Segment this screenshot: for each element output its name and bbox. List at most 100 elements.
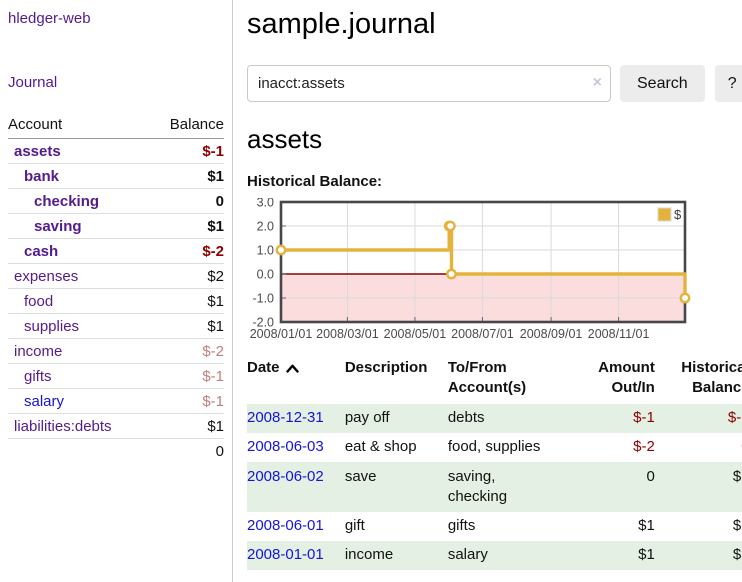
transaction-accounts: debts [447,409,485,426]
accounts-total-value: 0 [215,443,224,460]
legend-swatch [657,207,672,222]
sort-ascending-icon [285,364,299,373]
account-balance: $1 [149,163,224,189]
transaction-date-link[interactable]: 2008-12-31 [247,409,324,426]
account-row: gifts $-1 [8,363,224,389]
account-balance: $-2 [149,338,224,364]
account-balance: $-1 [149,388,224,414]
y-axis-tick-label: -2.0 [252,316,274,330]
register-header-description: Description [344,359,428,376]
page-title: sample.journal [247,8,436,40]
register-row: 2008-06-02 save saving, checking 0 $2 [247,462,742,512]
search-form: × Search ? [247,65,742,102]
register-row: 2008-12-31 pay off debts $-1 $-1 [247,403,742,433]
account-link[interactable]: gifts [24,367,52,385]
search-input[interactable] [247,65,611,102]
data-point-marker [446,268,457,280]
register-header-balance: Historical Balance [681,359,742,397]
accounts-total-row: 0 [8,439,224,464]
account-balance: $2 [149,263,224,289]
account-balance: $1 [149,313,224,339]
register-row: 2008-06-01 gift gifts $1 $2 [247,512,742,541]
account-balance: 0 [149,188,224,214]
transaction-description: income [344,546,394,564]
account-link[interactable]: cash [24,242,59,260]
y-axis-tick-label: 3.0 [257,198,274,210]
transaction-balance: $2 [732,467,742,485]
transaction-amount: $-2 [633,438,655,456]
main-content: sample.journal × Search ? assets Histori… [233,0,742,582]
account-link[interactable]: checking [34,192,100,210]
transaction-date-link[interactable]: 2008-01-01 [247,546,324,564]
account-row: cash $-2 [8,238,224,264]
register-header-amount: Amount Out/In [598,359,655,397]
account-row: expenses $2 [8,263,224,289]
y-axis-tick-label: 1.0 [257,244,274,258]
transaction-balance: $2 [732,517,742,534]
y-axis-tick-label: 0.0 [257,268,274,282]
clear-search-icon[interactable]: × [592,74,602,91]
account-balance: $1 [149,213,224,239]
transaction-accounts: gifts [447,517,476,534]
transaction-description: pay off [344,409,390,426]
x-axis-tick-label: 2008/01/01 [250,327,313,341]
x-axis-tick-label: 2008/09/01 [520,327,583,341]
account-row: checking 0 [8,188,224,214]
transaction-balance: $-1 [727,409,742,426]
transaction-date-link[interactable]: 2008-06-02 [247,467,324,485]
transaction-balance: $1 [732,546,742,564]
sidebar-item-journal[interactable]: Journal [8,74,58,91]
account-link[interactable]: saving [34,217,82,235]
transaction-description: save [344,467,377,485]
account-link[interactable]: salary [24,392,65,410]
chart-container: $3.0 2.0 1.0 0.0 -1.0 -2.0 2008/01/01 2008/03/0… [247,198,742,344]
x-axis-tick-label: 2008/05/01 [384,327,447,341]
account-row: supplies $1 [8,313,224,339]
transaction-date-link[interactable]: 2008-06-01 [247,517,324,534]
legend-label: $ [674,207,682,222]
account-row: bank $1 [8,163,224,189]
transaction-accounts: food, supplies [447,438,541,456]
register-header-accounts: To/From Account(s) [447,359,527,397]
transaction-date-link[interactable]: 2008-06-03 [247,438,324,456]
account-balance: $-1 [149,138,224,164]
account-link[interactable]: bank [24,167,60,185]
accounts-header-account: Account [8,113,150,139]
account-balance: $-2 [149,238,224,264]
account-row: saving $1 [8,213,224,239]
transaction-accounts: saving, checking [447,467,508,505]
account-link[interactable]: expenses [14,267,79,285]
help-button[interactable]: ? [714,65,742,102]
transaction-balance: 0 [655,433,742,462]
y-axis-tick-label: -1.0 [252,292,274,306]
account-link[interactable]: liabilities:debts [14,417,112,435]
account-row: salary $-1 [8,388,224,414]
register-table: Date Description To/From Account(s) Amou… [247,356,742,570]
data-point-marker [679,292,691,304]
account-row: food $1 [8,288,224,314]
transaction-description: gift [344,517,365,534]
account-link[interactable]: assets [14,142,61,160]
transaction-amount: $-1 [633,409,655,426]
account-link[interactable]: food [24,292,54,310]
x-axis-tick-label: 2008/07/01 [451,327,514,341]
account-heading: assets [247,124,323,154]
register-row: 2008-06-03 eat & shop food, supplies $-20 [247,433,742,462]
account-link[interactable]: income [14,342,63,360]
account-link[interactable]: supplies [24,317,80,335]
account-balance: $-1 [149,363,224,389]
data-point-marker [444,220,456,232]
app-brand-link[interactable]: hledger-web [8,10,91,27]
y-axis-tick-label: 2.0 [257,220,274,234]
register-table-body: 2008-12-31 pay off debts $-1 $-1 2008-06-03 ea… [247,403,742,570]
register-header-date[interactable]: Date [247,356,345,404]
register-row: 2008-01-01 income salary $1 $1 [247,540,742,570]
plot-border [279,200,687,324]
search-button[interactable]: Search [620,65,705,102]
transaction-amount: 0 [646,467,655,485]
account-balance: $1 [149,288,224,314]
accounts-table-body: assets $-1 bank $1 checking 0 saving $1 cash $-2 e… [8,138,224,464]
account-row: income $-2 [8,338,224,364]
transaction-accounts: salary [447,546,488,564]
accounts-table: Account Balance assets $-1 bank $1 checking 0… [8,113,224,464]
